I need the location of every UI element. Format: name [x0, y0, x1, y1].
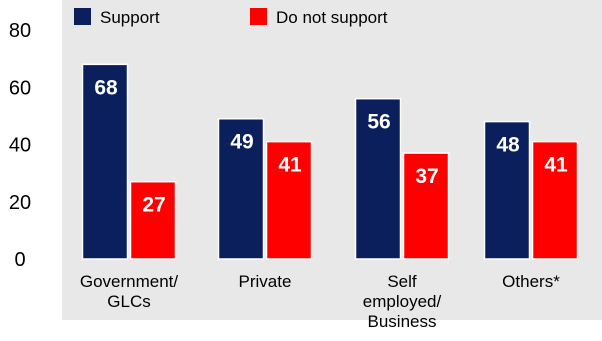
- y-axis-ticks: 0 20 40 60 80: [9, 20, 31, 271]
- bar-do-not-support: [129, 180, 177, 260]
- bar-support: [81, 63, 129, 260]
- y-tick-label: 20: [9, 192, 31, 214]
- category-label: GLCs: [107, 292, 150, 311]
- category-label: Government/: [80, 272, 179, 291]
- category-label: Others*: [502, 272, 560, 291]
- y-tick-label: 80: [9, 20, 31, 42]
- legend: Support Do not support: [74, 8, 388, 27]
- data-label-support: 49: [230, 131, 253, 154]
- bar-do-not-support: [531, 140, 579, 260]
- y-tick-label: 0: [14, 249, 25, 271]
- data-label-do-not-support: 37: [415, 165, 438, 188]
- bar-support: [483, 120, 531, 260]
- bars: [81, 63, 579, 260]
- data-label-support: 56: [367, 111, 390, 134]
- bar-do-not-support: [265, 140, 313, 260]
- bar-do-not-support: [402, 152, 450, 260]
- y-tick-label: 40: [9, 135, 31, 157]
- value-labels: 68 49 56 48 27 41 37 41: [94, 76, 568, 216]
- category-label-background: [62, 262, 602, 320]
- category-label: Business: [368, 312, 437, 331]
- data-label-do-not-support: 27: [142, 194, 165, 217]
- legend-label-support: Support: [100, 8, 160, 27]
- legend-swatch-support: [74, 8, 91, 25]
- category-label: Private: [239, 272, 292, 291]
- data-label-support: 48: [496, 134, 520, 157]
- data-label-do-not-support: 41: [278, 154, 302, 177]
- bar-support: [354, 97, 402, 260]
- y-tick-label: 60: [9, 77, 31, 99]
- bar-support: [217, 117, 265, 260]
- category-label: employed/: [363, 292, 442, 311]
- category-label: Self: [387, 272, 417, 291]
- legend-swatch-do-not-support: [250, 8, 267, 25]
- category-labels: Government/GLCs Private Selfemployed/Busin…: [80, 272, 560, 331]
- data-label-do-not-support: 41: [544, 154, 568, 177]
- data-label-support: 68: [94, 76, 118, 99]
- legend-label-do-not-support: Do not support: [276, 8, 388, 27]
